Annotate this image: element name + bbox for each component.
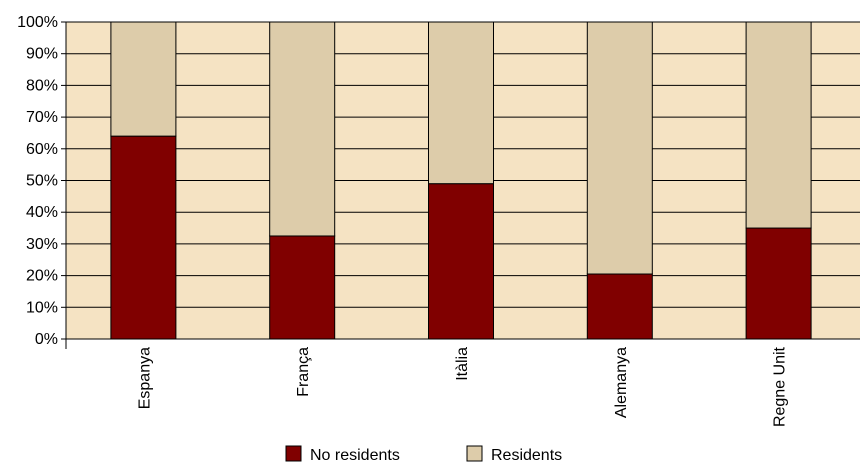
y-tick-label: 50% bbox=[26, 173, 58, 190]
bar-no-residents bbox=[586, 273, 653, 340]
y-tick-label: 40% bbox=[26, 204, 58, 221]
x-tick-label: Regne Unit bbox=[772, 346, 789, 427]
legend-swatch-no-residents bbox=[285, 445, 302, 462]
x-tick-label: Espanya bbox=[136, 347, 153, 409]
y-tick-label: 100% bbox=[17, 14, 58, 31]
y-tick-label: 60% bbox=[26, 141, 58, 158]
bar-residents bbox=[269, 21, 336, 237]
bars bbox=[110, 21, 812, 340]
bar-no-residents bbox=[428, 183, 494, 340]
legend-label: No residents bbox=[310, 447, 400, 463]
y-tick-label: 80% bbox=[26, 77, 58, 94]
y-tick-label: 20% bbox=[26, 268, 58, 285]
legend: No residents Residents bbox=[285, 445, 562, 463]
axes bbox=[61, 21, 860, 349]
x-tick-label: Itàlia bbox=[454, 347, 471, 381]
bar-residents bbox=[428, 21, 494, 185]
bar-no-residents bbox=[110, 135, 177, 340]
bar-residents bbox=[110, 21, 177, 137]
legend-label: Residents bbox=[491, 447, 562, 463]
y-tick-label: 0% bbox=[35, 331, 58, 348]
y-tick-labels: 0% 10% 20% 30% 40% 50% 60% 70% 80% 90% 100% bbox=[17, 14, 58, 348]
y-tick-label: 10% bbox=[26, 299, 58, 316]
x-tick-label: França bbox=[295, 347, 312, 397]
legend-swatch-residents bbox=[466, 445, 483, 462]
bar-no-residents bbox=[745, 227, 812, 340]
x-tick-label: Alemanya bbox=[613, 347, 630, 418]
y-tick-label: 30% bbox=[26, 236, 58, 253]
x-tick-labels: Espanya França Itàlia Alemanya Regne Unit bbox=[136, 346, 788, 427]
bar-residents bbox=[745, 21, 812, 229]
bar-residents bbox=[586, 21, 653, 275]
y-tick-label: 70% bbox=[26, 109, 58, 126]
bar-no-residents bbox=[269, 235, 336, 340]
y-tick-label: 90% bbox=[26, 46, 58, 63]
